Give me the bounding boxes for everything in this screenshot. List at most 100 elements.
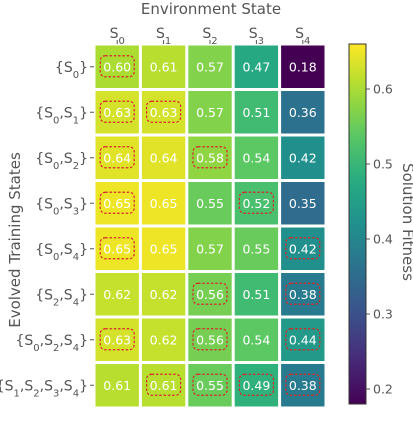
- y-tick-label: {S0,S2,S4}: [15, 333, 88, 354]
- y-tick-label: {S0}: [55, 60, 88, 81]
- cell-value-label: 0.62: [150, 332, 178, 347]
- cell-value-label: 0.38: [289, 378, 317, 393]
- colorbar-gradient: [348, 43, 367, 405]
- cell-value-label: 0.56: [196, 332, 224, 347]
- y-tick-label: {S0,S2}: [35, 151, 88, 172]
- cell-color: [234, 91, 279, 134]
- cell-color: [141, 273, 186, 316]
- highlight-box: [99, 237, 135, 260]
- cell-value-label: 0.35: [289, 196, 317, 211]
- cell-value-label: 0.65: [150, 196, 178, 211]
- cell-value-label: 0.55: [196, 378, 224, 393]
- cell-color: [188, 182, 232, 225]
- heatmap-cell: 0.65: [141, 227, 186, 270]
- cell-value-label: 0.65: [103, 241, 131, 256]
- cell-color: [188, 318, 232, 361]
- cell-color: [95, 364, 139, 407]
- cell-value-label: 0.64: [103, 150, 131, 165]
- cell-color: [281, 136, 325, 179]
- heatmap-cell: 0.57: [188, 227, 232, 270]
- heatmap-cell: 0.56: [188, 318, 232, 361]
- heatmap-cell: 0.51: [234, 91, 279, 134]
- y-axis-title: Evolved Training States: [6, 152, 24, 328]
- heatmap-cell: 0.63: [95, 318, 139, 361]
- heatmap-cell: 0.60: [95, 45, 139, 88]
- heatmap-cell: 0.63: [95, 91, 139, 134]
- x-tick-label: S0: [110, 26, 125, 47]
- cell-color: [234, 364, 279, 407]
- colorbar-tick-label: 0.6: [373, 82, 393, 97]
- cell-color: [141, 91, 186, 134]
- colorbar: 0.2 0.3 0.4 0.5 0.6: [348, 43, 393, 405]
- cell-value-label: 0.61: [150, 59, 178, 74]
- highlight-box: [99, 146, 135, 169]
- y-tick-label: {S0,S4}: [35, 242, 88, 263]
- heatmap-cell: 0.65: [141, 182, 186, 225]
- cell-color: [141, 45, 186, 88]
- highlight-box: [192, 373, 228, 396]
- heatmap-cell: 0.62: [141, 318, 186, 361]
- cell-color: [281, 273, 325, 316]
- x-axis-title: Environment State: [141, 0, 281, 18]
- cell-value-label: 0.47: [242, 59, 270, 74]
- heatmap-cell: 0.55: [234, 227, 279, 270]
- cell-value-label: 0.54: [242, 150, 270, 165]
- x-tick-label: S1: [156, 26, 171, 47]
- highlight-box: [146, 373, 182, 396]
- cell-value-label: 0.36: [289, 105, 317, 120]
- x-tick-label: S2: [202, 26, 217, 47]
- cell-value-label: 0.57: [196, 105, 224, 120]
- highlight-box: [99, 191, 135, 214]
- colorbar-tick-label: 0.5: [373, 157, 393, 172]
- cell-value-label: 0.57: [196, 59, 224, 74]
- heatmap-cell: 0.42: [281, 136, 325, 179]
- cell-color: [188, 273, 232, 316]
- cell-color: [95, 273, 139, 316]
- cell-color: [281, 91, 325, 134]
- colorbar-tick-label: 0.4: [373, 232, 393, 247]
- cell-value-label: 0.65: [103, 196, 131, 211]
- cell-value-label: 0.61: [103, 378, 131, 393]
- cell-color: [281, 182, 325, 225]
- highlight-box: [285, 328, 321, 351]
- cell-value-label: 0.54: [242, 332, 270, 347]
- highlight-box: [238, 191, 274, 214]
- highlight-box: [285, 282, 321, 305]
- cell-color: [188, 227, 232, 270]
- heatmap-cell: 0.64: [141, 136, 186, 179]
- cell-value-label: 0.63: [103, 105, 131, 120]
- colorbar-title: Solution Fitness: [399, 163, 413, 281]
- cell-color: [95, 45, 139, 88]
- heatmap-cell: 0.62: [141, 273, 186, 316]
- heatmap-cell: 0.52: [234, 182, 279, 225]
- x-tick-label: S3: [249, 26, 264, 47]
- highlight-box: [192, 328, 228, 351]
- heatmap-cell: 0.47: [234, 45, 279, 88]
- colorbar-tick-label: 0.3: [373, 307, 393, 322]
- cell-value-label: 0.42: [289, 241, 317, 256]
- cell-value-label: 0.18: [289, 59, 317, 74]
- heatmap-cell: 0.64: [95, 136, 139, 179]
- cell-value-label: 0.55: [196, 196, 224, 211]
- cell-color: [188, 364, 232, 407]
- cell-value-label: 0.44: [289, 332, 317, 347]
- cell-color: [95, 91, 139, 134]
- cell-value-label: 0.38: [289, 287, 317, 302]
- cell-value-label: 0.56: [196, 287, 224, 302]
- heatmap-cell: 0.55: [188, 182, 232, 225]
- cell-value-label: 0.61: [150, 378, 178, 393]
- cell-color: [141, 364, 186, 407]
- highlight-box: [285, 373, 321, 396]
- cell-color: [188, 91, 232, 134]
- heatmap-cell: 0.55: [188, 364, 232, 407]
- heatmap-cell: 0.65: [95, 227, 139, 270]
- cell-value-label: 0.51: [242, 105, 270, 120]
- cell-value-label: 0.55: [242, 241, 270, 256]
- cell-value-label: 0.49: [242, 378, 270, 393]
- heatmap-cell: 0.61: [95, 364, 139, 407]
- cell-color: [281, 45, 325, 88]
- cell-color: [234, 45, 279, 88]
- cell-value-label: 0.42: [289, 150, 317, 165]
